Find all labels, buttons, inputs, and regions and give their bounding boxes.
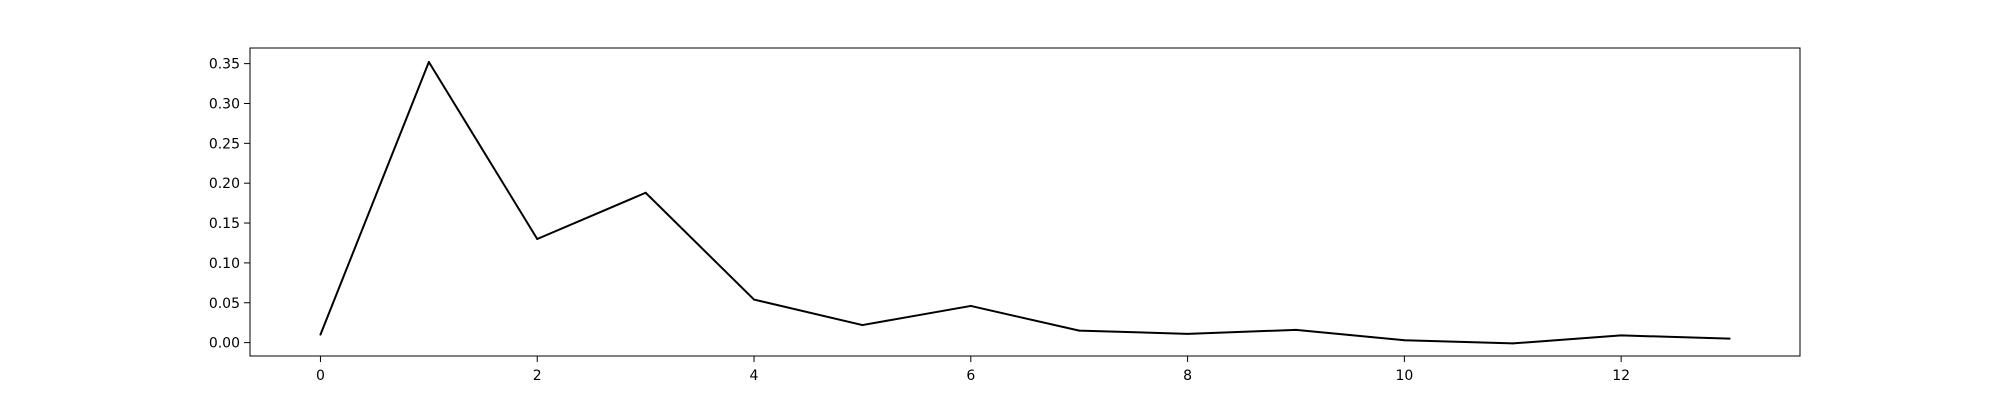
y-tick-label: 0.05 [209, 296, 240, 312]
y-axis: 0.00 0.05 0.10 0.15 0.20 0.25 0.30 0.35 [209, 57, 250, 352]
plot-area-frame [249, 47, 1801, 357]
data-point [969, 304, 972, 307]
series-line [319, 61, 1730, 345]
y-tick-label: 0.10 [209, 256, 240, 272]
data-point [1620, 334, 1623, 337]
y-tick-label: 0.00 [209, 336, 240, 352]
x-tick-label: 12 [1612, 368, 1630, 384]
x-tick-label: 2 [533, 368, 542, 384]
x-tick-label: 0 [316, 368, 325, 384]
data-point [753, 298, 756, 301]
x-axis: 0 2 4 6 8 10 12 [316, 356, 1630, 384]
data-point [644, 191, 647, 194]
y-tick-label: 0.20 [209, 176, 240, 192]
data-point [1511, 342, 1514, 345]
data-point [319, 333, 322, 336]
data-point [1186, 332, 1189, 335]
x-tick-label: 4 [750, 368, 759, 384]
series-layer [319, 61, 1731, 345]
data-point [427, 61, 430, 64]
y-tick-label: 0.15 [209, 216, 240, 232]
data-point [536, 237, 539, 240]
data-point [1078, 329, 1081, 332]
x-tick-label: 10 [1395, 368, 1413, 384]
data-point [861, 324, 864, 327]
y-tick-label: 0.35 [209, 57, 240, 73]
x-tick-label: 6 [966, 368, 975, 384]
data-point [1403, 339, 1406, 342]
data-point [1294, 328, 1297, 331]
y-tick-label: 0.25 [209, 136, 240, 152]
x-tick-label: 8 [1183, 368, 1192, 384]
data-point [1728, 337, 1731, 340]
y-tick-label: 0.30 [209, 96, 240, 112]
